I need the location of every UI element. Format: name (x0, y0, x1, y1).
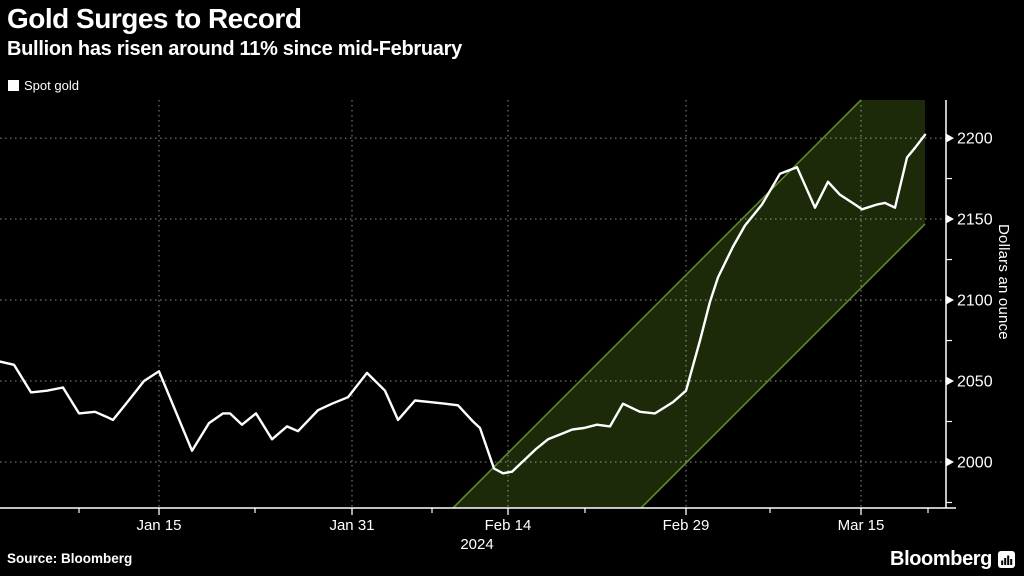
trend-channel-lower-edge (640, 223, 926, 509)
y-tick-label: 2150 (957, 212, 993, 229)
brand-wordmark: Bloomberg (890, 548, 992, 570)
bloomberg-chart-icon (998, 551, 1015, 568)
y-tick-arrow (946, 457, 954, 467)
brand: Bloomberg (890, 548, 1015, 571)
x-tick-label: Feb 29 (663, 517, 710, 534)
y-tick-arrow (946, 133, 954, 143)
y-tick-arrow (946, 376, 954, 386)
x-tick-label: Mar 15 (838, 517, 885, 534)
legend-swatch-icon (8, 80, 19, 91)
spot-gold-line (0, 133, 927, 475)
year-label: 2024 (460, 536, 493, 553)
source-credit: Source: Bloomberg (7, 551, 133, 566)
y-tick-label: 2100 (957, 293, 993, 310)
y-tick-arrow (946, 295, 954, 305)
y-tick-label: 2050 (957, 374, 993, 391)
legend: Spot gold (8, 78, 79, 93)
y-tick-label: 2000 (957, 455, 993, 472)
x-tick-label: Feb 14 (485, 517, 532, 534)
chart-title: Gold Surges to Record (7, 3, 302, 34)
chart-subtitle: Bullion has risen around 11% since mid-F… (7, 38, 462, 60)
y-axis-title: Dollars an ounce (995, 224, 1012, 340)
trend-channel-fill (453, 100, 925, 508)
x-tick-label: Jan 31 (329, 517, 374, 534)
x-tick-label: Jan 15 (136, 517, 181, 534)
legend-label: Spot gold (24, 78, 79, 93)
y-tick-arrow (946, 214, 954, 224)
y-tick-label: 2200 (957, 131, 993, 148)
